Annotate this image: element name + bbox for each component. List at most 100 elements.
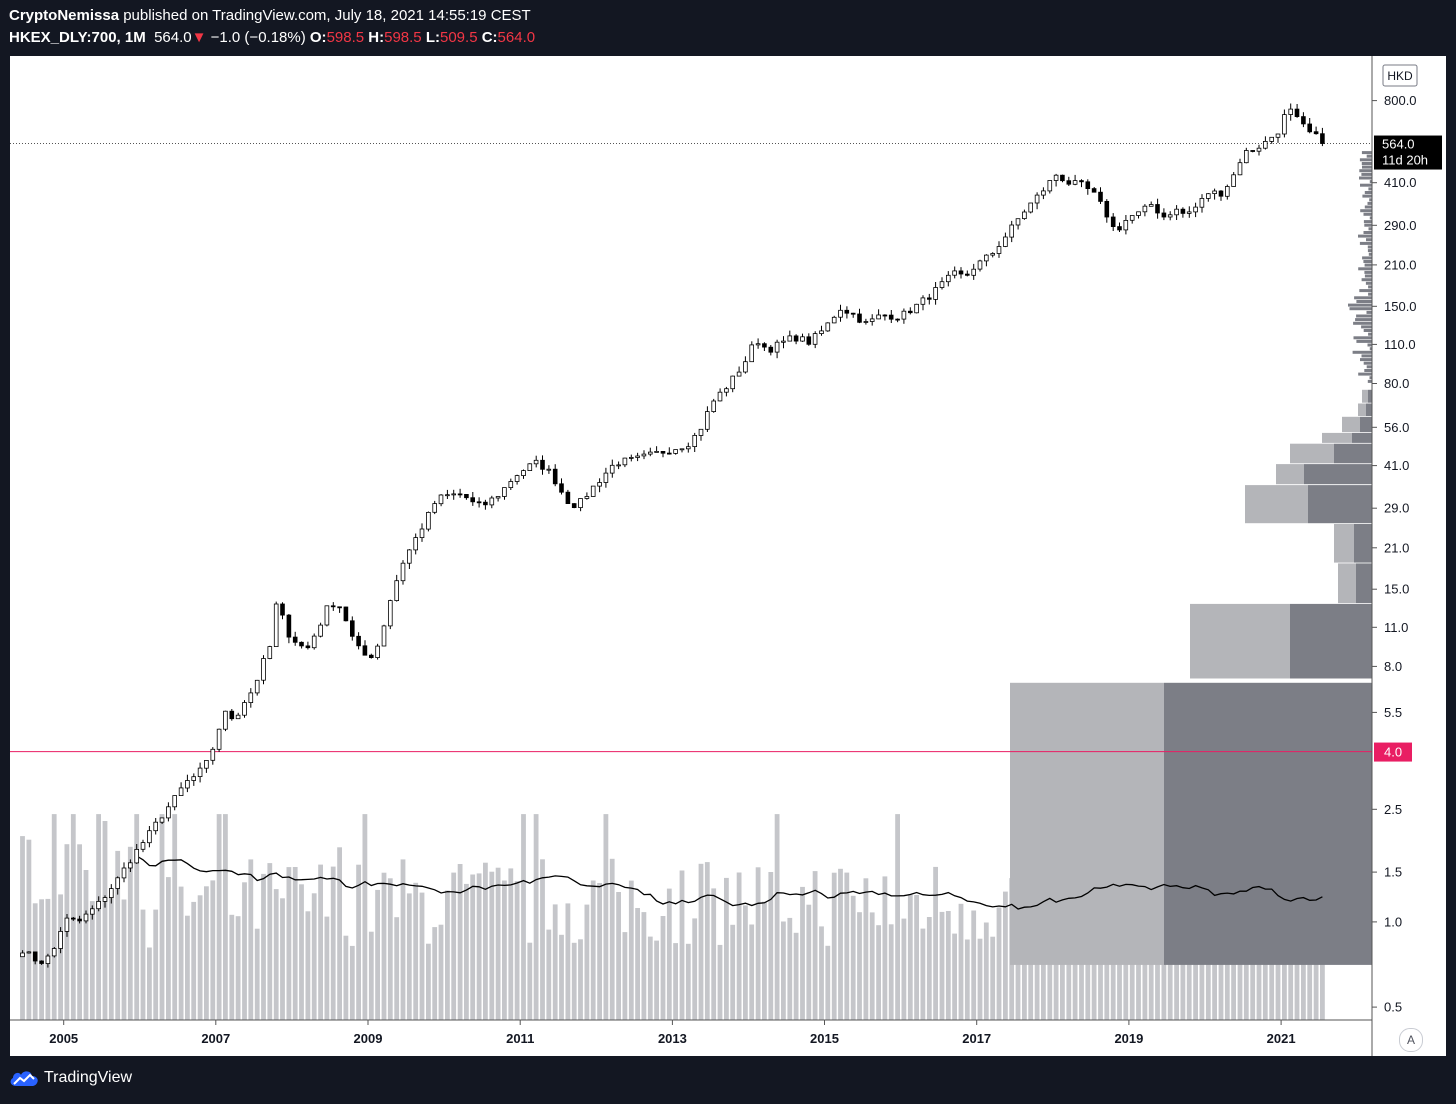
candle-down <box>483 501 488 506</box>
volume-bar <box>419 892 425 1020</box>
volume-bar <box>926 917 932 1020</box>
candle-up <box>172 795 178 808</box>
price-tick-label: 800.0 <box>1384 93 1417 108</box>
volume-bar <box>812 871 818 1020</box>
candle-up <box>1123 219 1129 231</box>
candle-down <box>71 917 76 920</box>
vp-row-thin <box>1353 321 1372 325</box>
price-tick-label: 2.5 <box>1384 802 1402 817</box>
vp-row-up <box>1010 682 1164 965</box>
candle-up <box>514 475 520 482</box>
price-tick-label: 1.5 <box>1384 865 1402 880</box>
chart-header: CryptoNemissa published on TradingView.c… <box>0 0 1456 56</box>
vp-row-thin <box>1348 303 1372 307</box>
ohlc-legend: HKEX_DLY:700, 1M 564.0▼ −1.0 (−0.18%) O:… <box>9 29 535 46</box>
volume-bar <box>609 858 615 1020</box>
volume-bar <box>533 814 539 1020</box>
volume-bar <box>273 889 279 1020</box>
vp-row-down <box>1334 443 1372 464</box>
volume-bar <box>679 870 685 1020</box>
volume-bar <box>140 909 146 1020</box>
vp-row-up <box>1322 432 1352 443</box>
volume-bar <box>426 943 431 1020</box>
volume-bar <box>825 945 831 1020</box>
volume-bar <box>223 814 228 1020</box>
volume-bar <box>724 877 729 1020</box>
candle-up <box>26 951 32 954</box>
candle-down <box>850 312 856 315</box>
vp-row-thin <box>1369 347 1372 351</box>
candle-up <box>128 862 133 869</box>
candle-down <box>1060 174 1065 182</box>
candle-up <box>235 714 241 720</box>
candle-up <box>698 428 704 436</box>
vp-row-thin <box>1367 249 1372 253</box>
candle-up <box>977 260 983 270</box>
candle-down <box>77 918 82 922</box>
vp-row-thin <box>1362 165 1372 169</box>
volume-bar <box>704 862 710 1020</box>
candle-up <box>1174 208 1179 216</box>
symbol-label[interactable]: HKEX_DLY:700, 1M <box>9 29 146 46</box>
candle-up <box>413 537 418 551</box>
vp-row-thin <box>1359 241 1372 245</box>
volume-bar <box>698 863 704 1020</box>
vp-row-thin <box>1367 245 1372 249</box>
candle-up <box>521 470 526 477</box>
vp-row-thin <box>1355 318 1372 322</box>
time-tick-label: 2011 <box>506 1031 534 1046</box>
candle-up <box>1186 211 1192 214</box>
candle-up <box>1142 205 1148 213</box>
price-axis[interactable]: 800.0 410.0 290.0 210.0 150.0 110.0 80.0 56.0 41… <box>1372 93 1417 1015</box>
volume-bar <box>711 888 717 1020</box>
candle-up <box>426 511 431 530</box>
tradingview-logo[interactable]: TradingView <box>8 1068 132 1088</box>
volume-bar <box>362 814 368 1020</box>
author-name[interactable]: CryptoNemissa <box>9 7 120 24</box>
candle-down <box>958 270 964 275</box>
candles <box>20 103 1325 968</box>
chart-area[interactable]: 800.0 410.0 290.0 210.0 150.0 110.0 80.0 56.0 41… <box>10 56 1446 1056</box>
candle-up <box>58 931 63 949</box>
volume-bar <box>1262 943 1268 1020</box>
price-tick-label: 110.0 <box>1384 337 1416 352</box>
candle-up <box>20 952 25 958</box>
vp-row-down <box>1304 464 1372 485</box>
vp-row-thin <box>1362 256 1372 260</box>
candle-up <box>603 472 609 483</box>
vp-row-thin <box>1363 361 1372 365</box>
time-axis[interactable]: 2005 2007 2009 2011 2013 2015 2017 2019 2021 <box>49 1020 1296 1046</box>
auto-scale-button[interactable]: A <box>1399 1028 1423 1052</box>
candle-down <box>337 606 342 609</box>
candle-up <box>153 821 159 832</box>
price-chart[interactable]: 800.0 410.0 290.0 210.0 150.0 110.0 80.0 56.0 41… <box>10 56 1446 1056</box>
time-tick-label: 2013 <box>658 1031 687 1046</box>
vp-row-thin <box>1361 151 1372 155</box>
candle-down <box>368 654 374 659</box>
volume-bar <box>857 912 862 1020</box>
volume-bar <box>242 882 247 1020</box>
candle-down <box>660 450 666 454</box>
volume-bar <box>1275 937 1281 1020</box>
candle-up <box>1028 202 1033 213</box>
volume-bar <box>800 886 805 1020</box>
candle-up <box>876 314 881 320</box>
volume-bar <box>647 936 653 1020</box>
volume-bar <box>394 917 400 1020</box>
vp-row-thin <box>1363 231 1372 234</box>
candle-up <box>648 451 653 455</box>
candle-up <box>242 702 247 716</box>
vp-row-thin <box>1360 358 1372 362</box>
vp-row-down <box>1308 485 1372 524</box>
close-value: 564.0 <box>497 29 536 46</box>
candle-up <box>166 806 171 819</box>
volume-bar <box>108 895 114 1020</box>
candle-up <box>1015 218 1021 226</box>
candle-up <box>451 493 456 496</box>
candle-up <box>185 780 190 789</box>
candle-down <box>1085 181 1091 190</box>
price-tick-label: 15.0 <box>1384 582 1409 597</box>
vp-row-thin <box>1364 263 1372 267</box>
candle-up <box>578 498 583 509</box>
vp-row-thin <box>1361 325 1372 329</box>
